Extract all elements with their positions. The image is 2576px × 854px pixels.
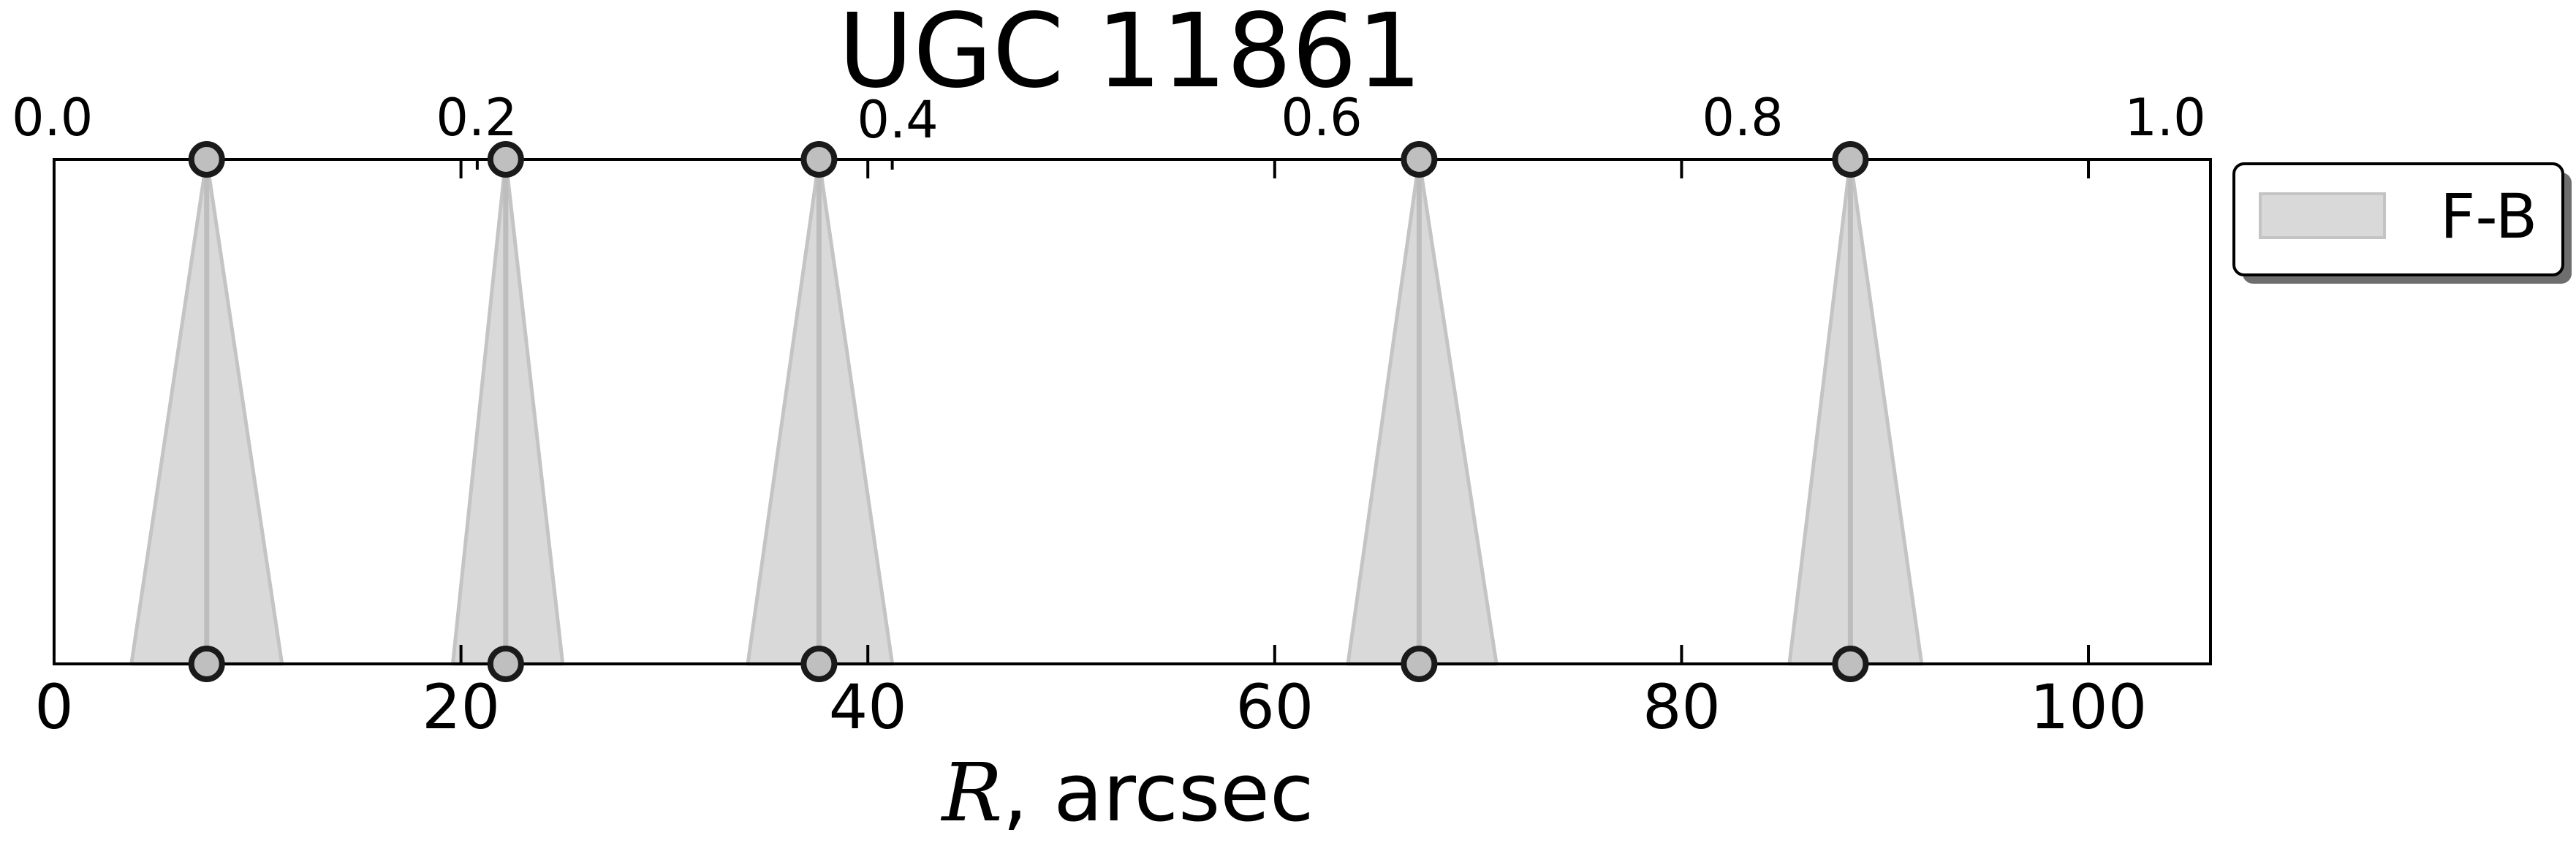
bottom-tick-label-5: 100 [2030,671,2147,743]
bottom-tick-label-3: 60 [1235,671,1314,743]
marker-top-1 [487,141,524,178]
bottom-tick-labels: 0 20 40 60 80 100 [34,671,2147,743]
markers-layer [188,141,1869,682]
bands-layer [129,157,1924,666]
legend-box [2232,162,2564,276]
marker-bottom-2 [800,646,838,682]
legend-label: F-B [2440,181,2537,252]
top-tick-label-3: 0.6 [1281,88,1362,148]
marker-bottom-1 [487,646,524,682]
band-3 [1346,157,1499,666]
marker-top-4 [1832,141,1869,178]
ticks-layer [53,159,2091,664]
top-tick-label-4: 0.8 [1702,88,1783,148]
top-tick-label-1: 0.2 [436,88,517,148]
x-axis-label-symbol: R [941,746,1003,839]
top-tick-label-2: 0.4 [857,90,938,150]
marker-bottom-4 [1832,646,1869,682]
marker-top-0 [188,141,225,178]
bottom-tick-label-0: 0 [34,671,73,743]
marker-top-3 [1401,141,1438,178]
top-tick-labels: 0.0 0.2 0.4 0.6 0.8 1.0 [12,88,2206,150]
legend-swatch [2259,192,2386,239]
bottom-tick-label-1: 20 [422,671,500,743]
marker-bottom-0 [188,646,225,682]
bottom-tick-label-4: 80 [1643,671,1721,743]
top-tick-label-5: 1.0 [2124,88,2205,148]
x-axis-label-text: , arcsec [1002,746,1314,839]
marker-bottom-3 [1401,646,1438,682]
plot-frame [53,158,2212,665]
top-tick-label-0: 0.0 [12,88,93,148]
x-axis-label: R, arcsec [941,746,1314,839]
legend: F-B [2232,162,2572,284]
band-4 [1787,157,1924,666]
marker-top-2 [800,141,838,178]
bottom-tick-label-2: 40 [829,671,907,743]
chart-title: UGC 11861 [838,0,1423,111]
